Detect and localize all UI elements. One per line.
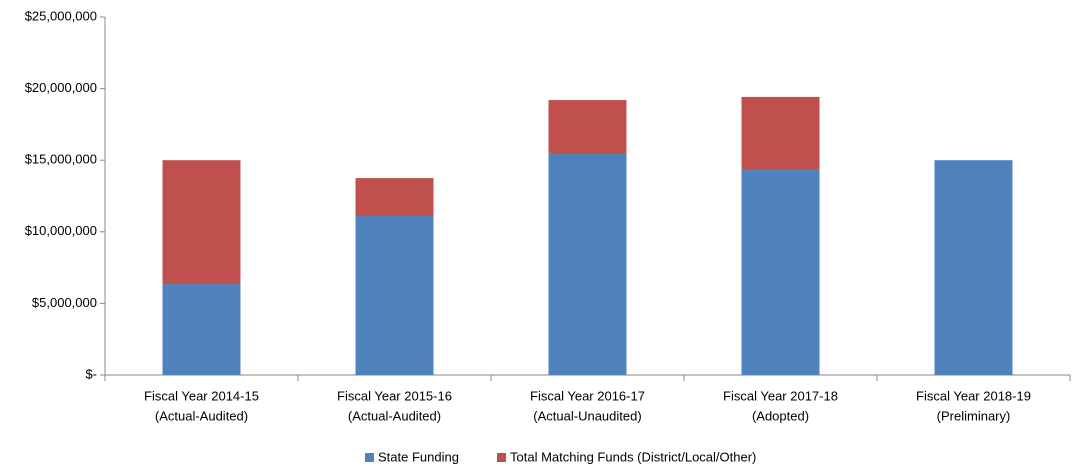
x-tick-label: Fiscal Year 2017-18 bbox=[723, 388, 838, 403]
bar-segment bbox=[741, 169, 820, 375]
x-tick-label: Fiscal Year 2018-19 bbox=[916, 388, 1031, 403]
x-tick-label: (Preliminary) bbox=[937, 408, 1011, 423]
bar-segment bbox=[355, 216, 434, 375]
x-tick-label: Fiscal Year 2015-16 bbox=[337, 388, 452, 403]
y-tick-label: $20,000,000 bbox=[25, 80, 97, 95]
legend-label: Total Matching Funds (District/Local/Oth… bbox=[510, 449, 756, 464]
y-tick-label: $- bbox=[85, 366, 97, 381]
x-tick-label: (Actual-Unaudited) bbox=[533, 408, 641, 423]
y-tick-label: $10,000,000 bbox=[25, 223, 97, 238]
y-tick-label: $25,000,000 bbox=[25, 8, 97, 23]
bar-segment bbox=[548, 154, 627, 375]
x-tick-label: (Actual-Audited) bbox=[155, 408, 248, 423]
x-tick-label: Fiscal Year 2016-17 bbox=[530, 388, 645, 403]
y-tick-label: $5,000,000 bbox=[32, 295, 97, 310]
legend-swatch bbox=[365, 453, 374, 462]
legend-label: State Funding bbox=[378, 449, 459, 464]
bar-segment bbox=[162, 284, 241, 375]
bar-segment bbox=[355, 178, 434, 217]
bar-segment bbox=[741, 96, 820, 170]
x-tick-label: (Adopted) bbox=[752, 408, 809, 423]
legend-swatch bbox=[497, 453, 506, 462]
bar-segment bbox=[162, 160, 241, 285]
bar-segment bbox=[548, 100, 627, 155]
x-tick-label: (Actual-Audited) bbox=[348, 408, 441, 423]
bar-segment bbox=[934, 160, 1013, 375]
x-tick-label: Fiscal Year 2014-15 bbox=[144, 388, 259, 403]
y-tick-label: $15,000,000 bbox=[25, 152, 97, 167]
